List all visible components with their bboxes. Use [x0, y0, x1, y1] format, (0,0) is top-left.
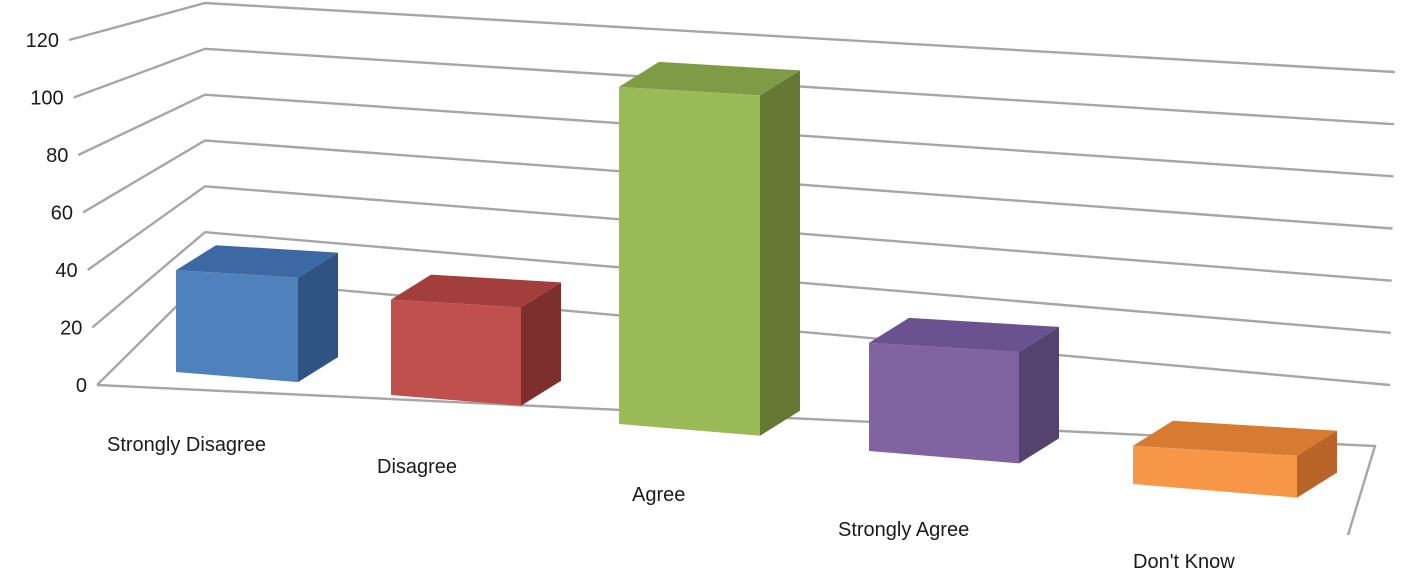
x-category-label: Agree [632, 484, 685, 506]
y-tick-label: 80 [46, 145, 68, 167]
gridline [77, 93, 1394, 178]
gridline [82, 139, 1393, 230]
floor-edge [96, 383, 1377, 536]
x-category-label: Disagree [377, 456, 457, 478]
x-category-label: Strongly Agree [838, 519, 969, 541]
bar [1133, 420, 1337, 498]
bar [391, 274, 561, 406]
bar-side [1297, 430, 1337, 498]
gridlines [68, 1, 1396, 536]
bar-top [869, 317, 1059, 352]
gridline [87, 185, 1392, 282]
bar-front [1133, 445, 1297, 498]
x-category-label: Strongly Disagree [107, 434, 266, 456]
bar-top [1133, 420, 1337, 456]
bars [176, 61, 1337, 498]
y-tick-label: 60 [51, 203, 73, 225]
bar [619, 61, 800, 436]
bar-top [176, 245, 338, 278]
bar-front [391, 299, 521, 406]
x-category-label: Don't Know [1133, 551, 1235, 573]
y-tick-label: 40 [55, 260, 77, 282]
bar-side [760, 70, 800, 436]
y-tick-label: 20 [60, 318, 82, 340]
y-axis-ticks: 0 20 40 60 80 100 120 [26, 30, 87, 397]
bar-top [619, 61, 800, 96]
bar-side [298, 252, 338, 383]
gridline [68, 1, 1396, 74]
bar-side [1019, 326, 1059, 464]
y-tick-label: 0 [76, 375, 87, 397]
bar-front [176, 270, 298, 383]
x-axis-categories: Strongly Disagree Disagree Agree Strongly A… [107, 434, 1235, 573]
bar-front [869, 342, 1019, 464]
bar-top [391, 274, 561, 308]
bar-side [521, 282, 561, 406]
gridline [73, 47, 1395, 126]
bar [176, 245, 338, 383]
y-tick-label: 120 [26, 30, 59, 52]
gridline [91, 230, 1391, 334]
bar [869, 317, 1059, 464]
bar-front [619, 86, 760, 436]
y-tick-label: 100 [30, 88, 63, 110]
